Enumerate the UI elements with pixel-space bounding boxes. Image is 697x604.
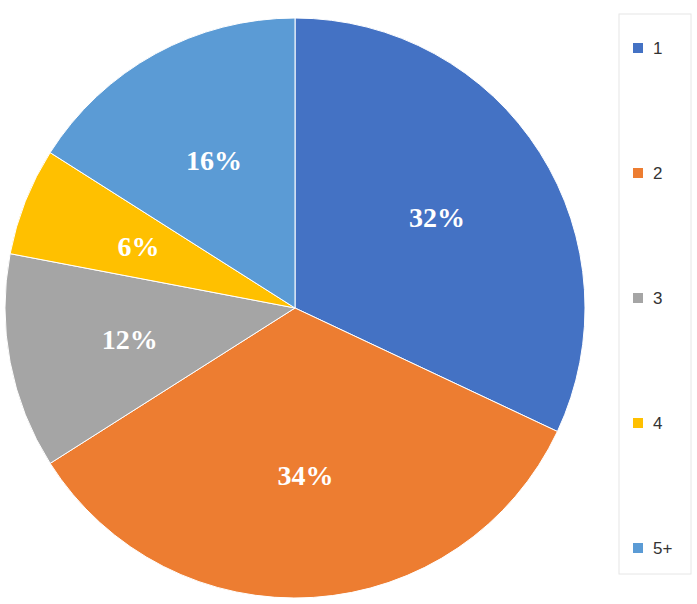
legend-item: 4 <box>633 414 662 433</box>
data-label: 32% <box>409 202 465 233</box>
legend-label: 1 <box>653 39 662 58</box>
legend-swatch <box>633 293 643 303</box>
legend-swatch <box>633 43 643 53</box>
pie-slice <box>50 18 295 308</box>
legend-swatch <box>633 543 643 553</box>
data-label: 34% <box>278 460 334 491</box>
legend-label: 4 <box>653 414 662 433</box>
data-label: 6% <box>118 231 160 262</box>
legend-label: 5+ <box>653 539 672 558</box>
legend-frame <box>619 14 691 574</box>
pie-slice <box>50 308 557 598</box>
data-label: 16% <box>186 145 242 176</box>
legend-item: 2 <box>633 164 662 183</box>
legend-item: 1 <box>633 39 662 58</box>
data-labels: 32% 34% 12% 6% 16% <box>102 145 465 491</box>
legend-item: 3 <box>633 289 662 308</box>
legend-item: 5+ <box>633 539 672 558</box>
legend-swatch <box>633 418 643 428</box>
legend-label: 2 <box>653 164 662 183</box>
pie <box>5 18 585 598</box>
legend-label: 3 <box>653 289 662 308</box>
legend-swatch <box>633 168 643 178</box>
chart: 32% 34% 12% 6% 16% 1 2 3 4 5+ <box>0 0 697 604</box>
data-label: 12% <box>102 324 158 355</box>
legend: 1 2 3 4 5+ <box>619 14 691 574</box>
